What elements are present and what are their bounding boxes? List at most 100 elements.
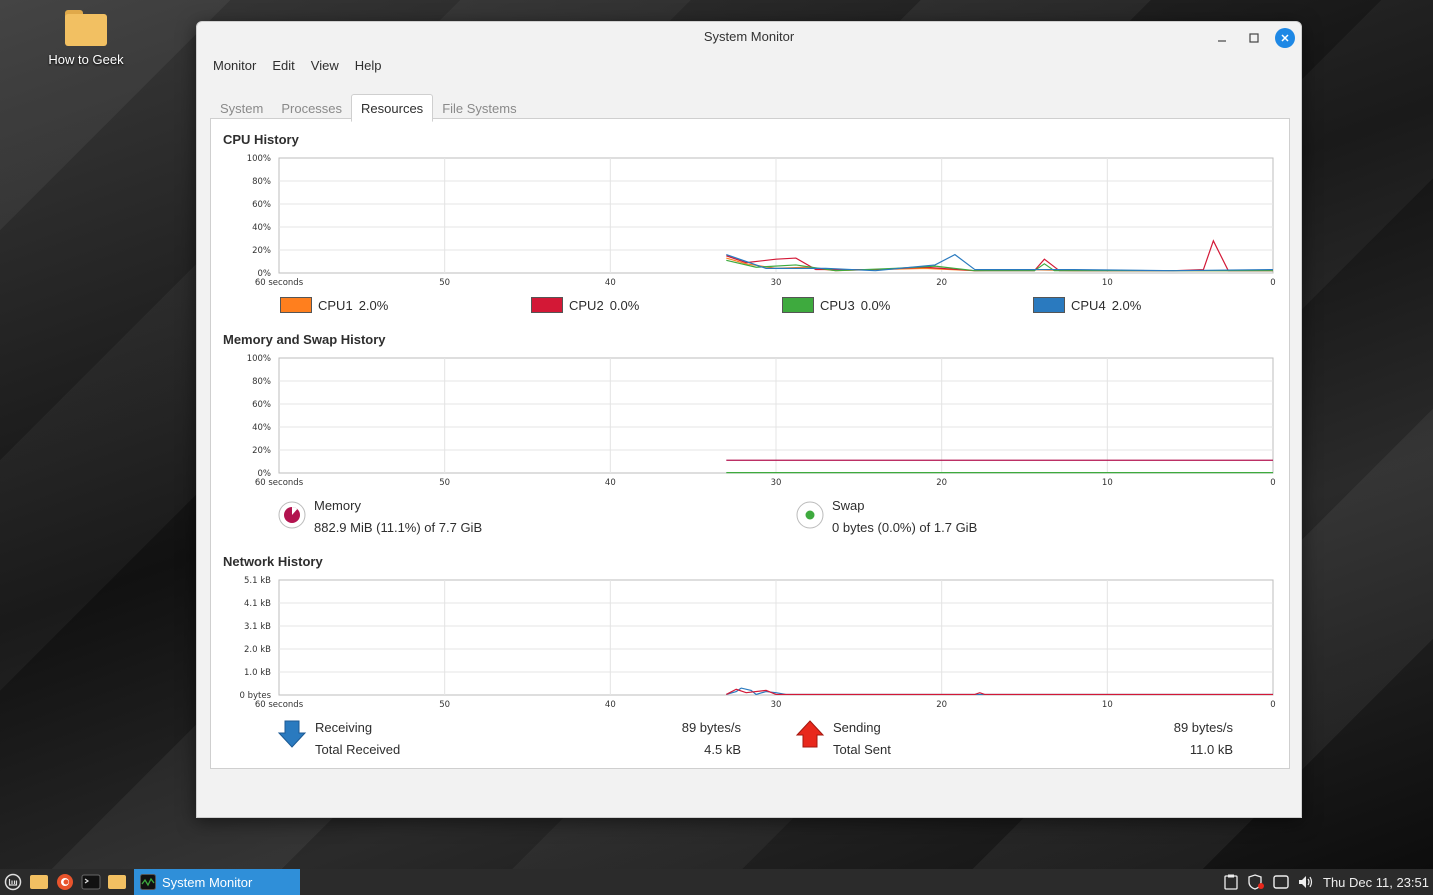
net-graph-x-tick: 30 [771, 700, 782, 710]
tab-system[interactable]: System [220, 101, 264, 116]
legend-cpu3: CPU3 0.0% [782, 297, 890, 313]
net-graph-x-tick: 0 [1270, 700, 1275, 710]
legend-cpu4: CPU4 2.0% [1033, 297, 1141, 313]
cpu-graph-y-tick: 0% [258, 269, 272, 279]
mem-graph-y-tick: 0% [258, 469, 272, 479]
mem-graph-x-tick: 0 [1270, 478, 1275, 488]
net-graph-y-tick: 2.0 kB [244, 645, 271, 655]
network-history-title: Network History [223, 554, 323, 569]
mem-graph-x-tick: 20 [936, 478, 947, 488]
legend-cpu1: CPU1 2.0% [280, 297, 388, 313]
cpu2-name: CPU2 [569, 297, 604, 313]
total-received-value: 4.5 kB [704, 742, 741, 757]
net-graph-y-tick: 3.1 kB [244, 622, 271, 632]
menu-view[interactable]: View [310, 58, 339, 73]
cpu1-value: 2.0% [358, 297, 389, 313]
maximize-button[interactable] [1243, 27, 1265, 49]
cpu1-color-swatch[interactable] [280, 297, 312, 313]
tab-resources[interactable]: Resources [351, 94, 434, 122]
menu-monitor[interactable]: Monitor [213, 58, 257, 73]
cpu-graph-x-tick: 30 [771, 278, 782, 288]
cpu-graph-x-tick: 50 [439, 278, 450, 288]
total-received-label: Total Received [315, 742, 401, 757]
total-sent-value: 11.0 kB [1189, 742, 1233, 757]
menu-edit[interactable]: Edit [272, 58, 295, 73]
folder-icon [30, 875, 48, 889]
cpu-graph-y-tick: 40% [252, 223, 271, 233]
cpu-graph-y-tick: 60% [252, 200, 271, 210]
update-manager-shield-icon[interactable] [1247, 874, 1265, 890]
mem-graph-x-tick: 10 [1102, 478, 1113, 488]
cpu4-series-line [726, 253, 1274, 272]
memory-pie-icon[interactable] [277, 500, 307, 530]
total-sent-label: Total Sent [833, 742, 891, 757]
close-button[interactable] [1275, 28, 1295, 48]
desktop-icon-label: How to Geek [48, 52, 124, 67]
menu-button[interactable] [0, 869, 26, 895]
mem-graph-y-tick: 80% [252, 377, 271, 387]
receiving-value: 89 bytes/s [681, 720, 741, 735]
tab-processes[interactable]: Processes [281, 101, 343, 116]
cpu3-name: CPU3 [820, 297, 855, 313]
swap-value: 0 bytes (0.0%) of 1.7 GiB [832, 520, 978, 535]
sending-label: Sending [833, 720, 881, 735]
mem-graph-y-tick: 100% [247, 354, 271, 364]
mem-graph-x-tick: 40 [605, 478, 616, 488]
firefox-icon [57, 874, 73, 890]
taskbar-item-system-monitor[interactable]: System Monitor [134, 869, 300, 895]
cpu3-value: 0.0% [860, 297, 891, 313]
network-history-graph: 5.1 kB 4.1 kB 3.1 kB 2.0 kB 1.0 kB 0 bytes 60 … [211, 571, 1286, 710]
folder-icon [108, 875, 126, 889]
clipboard-icon[interactable] [1223, 874, 1239, 890]
cpu-graph-y-tick: 100% [247, 154, 271, 164]
terminal-launcher[interactable] [78, 869, 104, 895]
volume-icon[interactable] [1297, 874, 1315, 890]
sending-arrow-icon[interactable] [795, 719, 825, 749]
net-graph-y-tick: 4.1 kB [244, 599, 271, 609]
title-bar[interactable]: System Monitor [197, 22, 1301, 54]
mem-graph-y-tick: 60% [252, 400, 271, 410]
cpu1-name: CPU1 [318, 297, 353, 313]
cpu4-color-swatch[interactable] [1033, 297, 1065, 313]
firefox-launcher[interactable] [52, 869, 78, 895]
minimize-button[interactable] [1211, 27, 1233, 49]
desktop-folder-how-to-geek[interactable]: How to Geek [40, 10, 132, 67]
net-graph-x-tick: 20 [936, 700, 947, 710]
cpu3-color-swatch[interactable] [782, 297, 814, 313]
sending-value: 89 bytes/s [1173, 720, 1233, 735]
system-monitor-window: System Monitor Monitor Edit View Help Sy… [196, 21, 1302, 818]
mem-graph-x-tick: 30 [771, 478, 782, 488]
taskbar-item-label: System Monitor [162, 874, 253, 890]
cpu4-value: 2.0% [1111, 297, 1142, 313]
menu-bar: Monitor Edit View Help [197, 54, 1301, 80]
legend-cpu2: CPU2 0.0% [531, 297, 639, 313]
cpu-graph-x-tick: 0 [1270, 278, 1275, 288]
clock[interactable]: Thu Dec 11, 23:51 [1323, 874, 1429, 890]
show-desktop-button[interactable] [26, 869, 52, 895]
swap-pie-icon[interactable] [795, 500, 825, 530]
system-monitor-icon [140, 874, 156, 890]
files-launcher[interactable] [104, 869, 130, 895]
net-graph-x-tick: 40 [605, 700, 616, 710]
cpu-graph-y-tick: 80% [252, 177, 271, 187]
memory-history-graph: 100% 80% 60% 40% 20% 0% 60 seconds 50 40 30 20 10 0 [211, 349, 1286, 488]
net-graph-y-tick: 5.1 kB [244, 576, 271, 586]
cpu-history-title: CPU History [223, 132, 299, 147]
cpu-graph-y-tick: 20% [252, 246, 271, 256]
receiving-arrow-icon[interactable] [277, 719, 307, 749]
receiving-label: Receiving [315, 720, 373, 735]
send-series-line [726, 688, 1273, 696]
cpu-graph-x-tick: 40 [605, 278, 616, 288]
network-icon[interactable] [1273, 874, 1289, 890]
maximize-icon [1249, 33, 1259, 43]
net-graph-y-tick: 1.0 kB [244, 668, 271, 678]
net-graph-x-tick: 50 [439, 700, 450, 710]
system-tray: Thu Dec 11, 23:51 [1223, 869, 1433, 895]
cpu-graph-svg: 100% 80% 60% 40% 20% 0%60 seconds 50 40 30 20 10 0 [247, 154, 1276, 288]
net-graph-x-tick: 60 seconds [255, 700, 304, 710]
cpu2-color-swatch[interactable] [531, 297, 563, 313]
menu-help[interactable]: Help [354, 58, 382, 73]
memory-value: 882.9 MiB (11.1%) of 7.7 GiB [314, 520, 483, 535]
tab-file-systems[interactable]: File Systems [442, 101, 517, 116]
folder-icon [65, 10, 107, 46]
